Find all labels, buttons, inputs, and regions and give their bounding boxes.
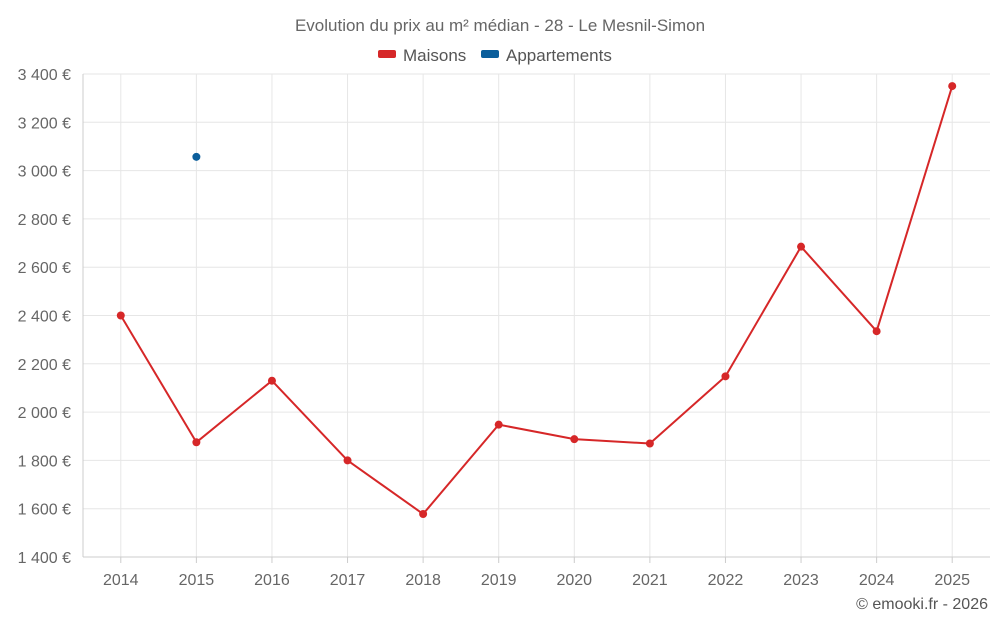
- legend-swatch-maisons: [378, 50, 396, 58]
- y-tick-label: 3 200 €: [18, 115, 71, 132]
- y-tick-label: 3 000 €: [18, 164, 71, 181]
- legend-label-appartements: Appartements: [506, 46, 612, 65]
- data-point-appartements[interactable]: [192, 152, 201, 161]
- y-tick-label: 2 000 €: [18, 405, 71, 422]
- legend-label-maisons: Maisons: [403, 46, 466, 65]
- data-point-maisons[interactable]: [797, 242, 806, 251]
- y-tick-label: 1 800 €: [18, 453, 71, 470]
- grid: [83, 73, 990, 557]
- chart-title: Evolution du prix au m² médian - 28 - Le…: [295, 16, 705, 35]
- x-tick-label: 2021: [632, 572, 668, 589]
- y-tick-label: 2 200 €: [18, 357, 71, 374]
- data-point-maisons[interactable]: [494, 420, 503, 429]
- x-tick-label: 2022: [708, 572, 744, 589]
- y-tick-label: 2 600 €: [18, 260, 71, 277]
- x-tick-label: 2016: [254, 572, 290, 589]
- x-tick-label: 2014: [103, 572, 139, 589]
- data-point-maisons[interactable]: [192, 438, 201, 447]
- x-tick-label: 2024: [859, 572, 895, 589]
- data-point-maisons[interactable]: [570, 435, 579, 444]
- x-tick-label: 2025: [934, 572, 970, 589]
- x-tick-label: 2015: [179, 572, 215, 589]
- data-point-maisons[interactable]: [872, 327, 881, 336]
- x-tick-label: 2023: [783, 572, 819, 589]
- y-tick-label: 2 800 €: [18, 212, 71, 229]
- legend-swatch-appartements: [481, 50, 499, 58]
- data-point-maisons[interactable]: [267, 376, 276, 385]
- y-tick-label: 2 400 €: [18, 309, 71, 326]
- credit-text: © emooki.fr - 2026: [856, 596, 988, 613]
- data-point-maisons[interactable]: [116, 311, 125, 320]
- x-tick-label: 2019: [481, 572, 517, 589]
- data-point-maisons[interactable]: [645, 439, 654, 448]
- y-tick-label: 1 600 €: [18, 502, 71, 519]
- plot-area: [116, 82, 957, 519]
- y-tick-label: 3 400 €: [18, 67, 71, 84]
- y-tick-label: 1 400 €: [18, 550, 71, 567]
- data-point-maisons[interactable]: [948, 82, 957, 91]
- x-tick-label: 2018: [405, 572, 441, 589]
- data-point-maisons[interactable]: [419, 510, 428, 519]
- legend-item-maisons[interactable]: Maisons: [378, 46, 466, 65]
- legend[interactable]: Maisons Appartements: [378, 46, 612, 65]
- x-tick-label: 2017: [330, 572, 366, 589]
- legend-item-appartements[interactable]: Appartements: [481, 46, 612, 65]
- axes: 1 400 € 1 600 € 1 800 € 2 000 € 2 200 € 2 400…: [18, 67, 990, 589]
- data-point-maisons[interactable]: [721, 372, 730, 381]
- data-point-maisons[interactable]: [343, 456, 352, 465]
- series-line-maisons: [119, 85, 954, 516]
- x-tick-label: 2020: [556, 572, 592, 589]
